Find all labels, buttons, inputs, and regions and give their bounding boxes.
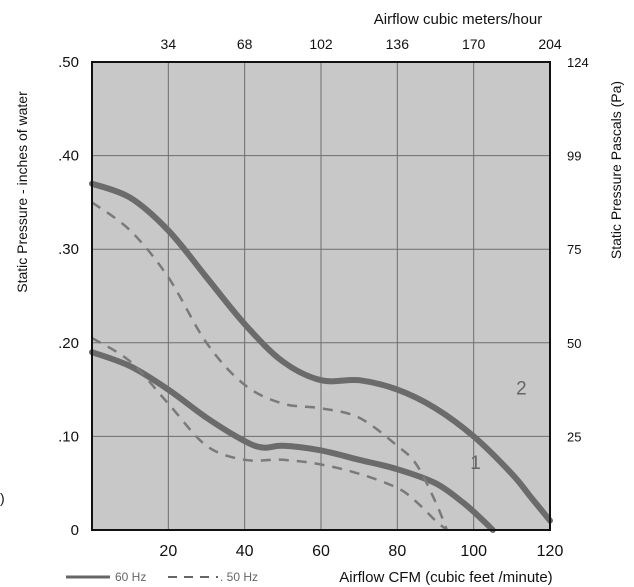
x-tick-label: 100 — [460, 543, 487, 560]
legend-label-solid: 60 Hz — [115, 570, 146, 584]
y-tick-label: .40 — [58, 148, 79, 165]
y-tick-label: .20 — [58, 335, 79, 352]
y-right-tick-label: 75 — [567, 242, 581, 257]
x-tick-label: 120 — [537, 543, 564, 560]
x-top-tick-label: 102 — [309, 36, 333, 52]
x-tick-label: 60 — [312, 543, 330, 560]
y-tick-label: .10 — [58, 428, 79, 445]
x-top-tick-label: 34 — [161, 36, 177, 52]
y-right-tick-label: 50 — [567, 336, 581, 351]
y-tick-label: .50 — [58, 54, 79, 71]
y-tick-label: .30 — [58, 241, 79, 258]
series-layer — [89, 180, 553, 533]
x-top-tick-label: 204 — [538, 36, 562, 52]
y-right-tick-label: 25 — [567, 429, 581, 444]
y-axis-label: Static Pressure - inches of water — [14, 91, 30, 293]
series-line-4 — [91, 337, 448, 531]
x-axis-label: Airflow CFM (cubic feet /minute) — [339, 569, 552, 586]
curve-label-1: 1 — [470, 453, 481, 474]
series-line-1 — [89, 180, 553, 524]
x-top-tick-label: 170 — [462, 36, 486, 52]
x-top-axis-label: Airflow cubic meters/hour — [374, 11, 542, 28]
series-line-3 — [91, 201, 449, 531]
x-tick-label: 40 — [236, 543, 254, 560]
cropped-edge-text: ) — [0, 490, 5, 506]
y-tick-labels: 0 .10 .20 .30 .40 .50 — [58, 54, 79, 539]
y-right-tick-label: 124 — [567, 55, 589, 70]
plot-border — [91, 61, 551, 531]
grid-lines — [92, 62, 550, 530]
y-right-tick-labels: 25 50 75 99 124 — [567, 55, 589, 444]
x-tick-labels: 20 40 60 80 100 120 — [159, 543, 563, 560]
x-tick-label: 80 — [388, 543, 406, 560]
y-right-tick-label: 99 — [567, 149, 581, 164]
y-tick-label: 0 — [71, 522, 79, 539]
x-tick-label: 20 — [159, 543, 177, 560]
x-top-tick-label: 136 — [386, 36, 410, 52]
legend: 60 Hz . 50 Hz — [66, 570, 258, 584]
x-top-tick-labels: 34 68 102 136 170 204 — [161, 36, 562, 52]
y-right-axis-label: Static Pressure Pascals (Pa) — [608, 81, 624, 259]
curve-labels: 21 — [470, 378, 526, 474]
x-top-tick-label: 68 — [237, 36, 253, 52]
series-line-2 — [89, 349, 496, 533]
curve-label-2: 2 — [516, 378, 527, 399]
legend-label-dashed: . 50 Hz — [220, 570, 258, 584]
